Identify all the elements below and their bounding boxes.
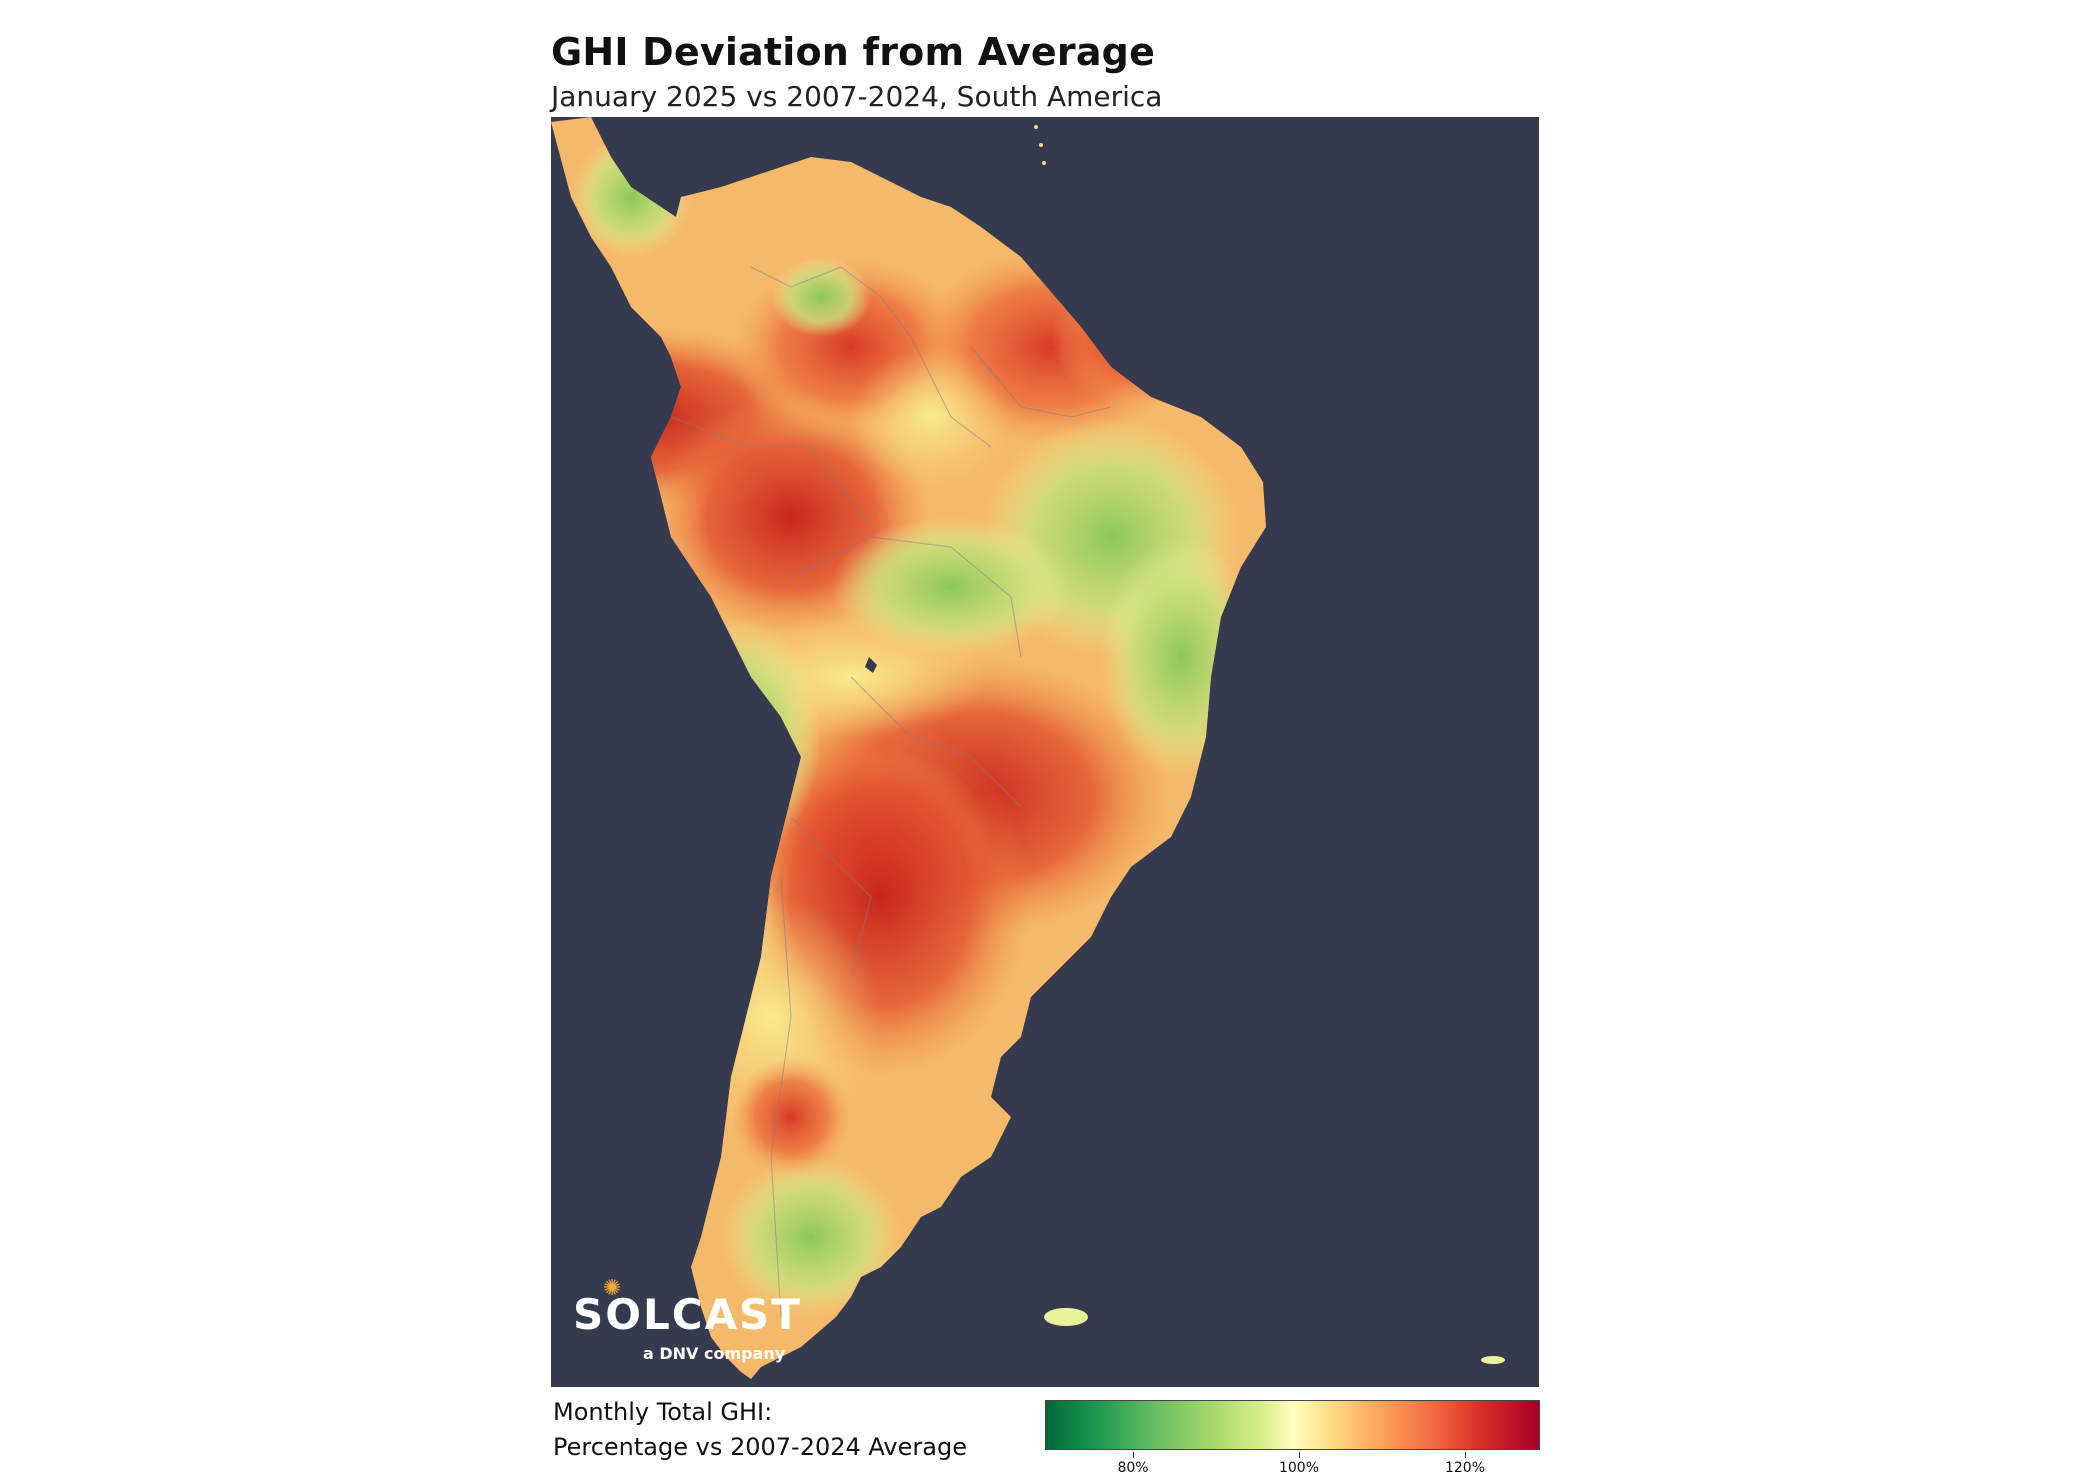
land-heatmap <box>551 117 1266 1379</box>
map-subtitle: January 2025 vs 2007-2024, South America <box>551 80 1163 113</box>
legend-tick-label-100: 100% <box>1278 1460 1320 1476</box>
legend-tick-label-120: 120% <box>1444 1460 1486 1476</box>
south-georgia <box>1481 1356 1505 1364</box>
solcast-wordmark: ✺ SOLCAST <box>573 1276 802 1339</box>
south-america-map <box>551 117 1505 1379</box>
map-title: GHI Deviation from Average <box>551 30 1156 74</box>
solcast-tagline: a DNV company <box>643 1344 786 1363</box>
legend-tick-label-80: 80% <box>1117 1460 1149 1476</box>
falkland-islands <box>1044 1308 1088 1326</box>
map-panel: ✺ SOLCAST a DNV company <box>551 117 1539 1387</box>
solcast-logo: ✺ SOLCAST a DNV company <box>573 1276 800 1370</box>
legend-tick-80 <box>1133 1452 1134 1458</box>
legend-title-line2: Percentage vs 2007-2024 Average <box>553 1433 967 1461</box>
legend-colorbar <box>1045 1400 1540 1450</box>
legend-tick-120 <box>1465 1452 1466 1458</box>
sun-icon: ✺ <box>603 1276 624 1301</box>
legend-title-line1: Monthly Total GHI: <box>553 1398 773 1426</box>
legend-tick-100 <box>1299 1452 1300 1458</box>
lake-titicaca <box>865 657 877 673</box>
